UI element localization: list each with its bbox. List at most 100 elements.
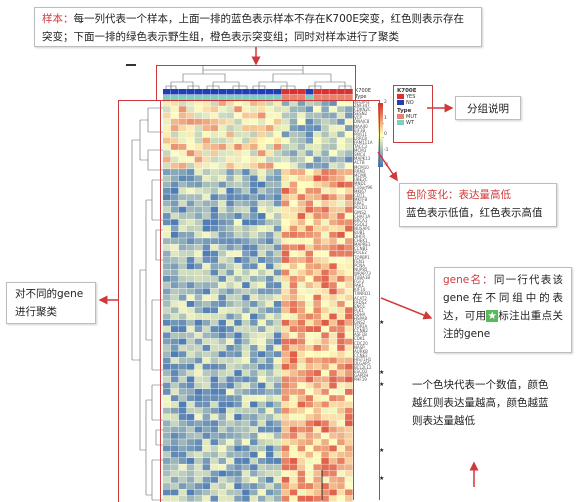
gene-label: NUSAP1 xyxy=(354,225,371,231)
heatmap-cell xyxy=(289,125,298,132)
heatmap-cell xyxy=(329,118,337,125)
heatmap-cell xyxy=(226,118,234,125)
heatmap-cell xyxy=(289,219,298,226)
heatmap-cell xyxy=(163,112,171,119)
heatmap-cell xyxy=(202,181,211,188)
heatmap-cell xyxy=(265,225,274,232)
heatmap-cell xyxy=(265,319,274,326)
heatmap-cell xyxy=(186,225,195,232)
heatmap-cell xyxy=(218,187,226,194)
heatmap-cell xyxy=(218,162,226,169)
heatmap-cell xyxy=(226,206,234,213)
heatmap-cell xyxy=(202,319,211,326)
heatmap-cell xyxy=(281,344,290,351)
heatmap-cell xyxy=(178,476,187,483)
heatmap-cell xyxy=(186,100,195,106)
heatmap-cell xyxy=(273,301,282,307)
k700e-cell xyxy=(186,89,195,95)
heatmap-cell xyxy=(297,451,306,458)
heatmap-cell xyxy=(273,382,282,389)
heatmap-cell xyxy=(178,357,187,364)
gene-label: CCNB1 xyxy=(354,246,368,252)
heatmap-cell xyxy=(210,420,219,427)
heatmap-cell xyxy=(234,137,242,144)
heatmap-cell xyxy=(194,150,203,157)
gene-label: DLGAP5 xyxy=(354,361,371,366)
k700e-cell xyxy=(313,89,322,95)
k700e-cell xyxy=(234,89,242,95)
heatmap-cell xyxy=(242,388,250,395)
heatmap-cell xyxy=(202,206,211,213)
k700e-cell xyxy=(265,89,274,95)
row-dendrogram-frame xyxy=(118,100,161,502)
gene-label: MKI67 xyxy=(354,189,367,195)
heatmap-cell xyxy=(202,156,211,163)
heatmap-cell xyxy=(258,357,266,364)
heatmap-cell xyxy=(265,464,274,471)
heatmap-cell xyxy=(242,225,250,232)
heatmap-cell xyxy=(210,162,219,169)
heatmap-cell xyxy=(273,238,282,245)
k700e-cell xyxy=(305,89,314,95)
heatmap-cell xyxy=(170,194,179,201)
heatmap-cell xyxy=(170,219,179,226)
heatmap-cell xyxy=(226,370,234,376)
type-cell xyxy=(234,95,242,101)
heatmap-cell xyxy=(186,464,195,471)
heatmap-cell xyxy=(226,483,234,490)
heatmap-cell xyxy=(345,250,353,257)
heatmap-cell xyxy=(281,206,290,213)
heatmap-cell xyxy=(305,288,314,295)
heatmap-cell xyxy=(305,131,314,138)
heatmap-cell xyxy=(234,357,242,364)
heatmap-cell xyxy=(281,269,290,276)
heatmap-cell xyxy=(297,118,306,125)
heatmap-cell xyxy=(258,125,266,132)
heatmap-cell xyxy=(210,338,219,345)
heatmap-cell xyxy=(258,257,266,263)
heatmap-cell xyxy=(194,395,203,402)
heatmap-cell xyxy=(305,382,314,389)
heatmap-cell xyxy=(289,282,298,289)
heatmap-cell xyxy=(337,150,345,157)
heatmap-cell xyxy=(210,357,219,364)
heatmap-cell xyxy=(234,407,242,414)
heatmap-cell xyxy=(329,238,337,245)
heatmap-cell xyxy=(178,451,187,458)
heatmap-cell xyxy=(178,257,187,263)
heatmap-cell xyxy=(297,269,306,276)
heatmap-cell xyxy=(258,464,266,471)
heatmap-cell xyxy=(337,351,345,358)
heatmap-cell xyxy=(242,169,250,175)
heatmap-cell xyxy=(218,106,226,113)
heatmap-cell xyxy=(297,420,306,427)
heatmap-cell xyxy=(265,376,274,383)
heatmap-cell xyxy=(186,288,195,295)
heatmap-cell xyxy=(194,370,203,376)
heatmap-cell xyxy=(218,206,226,213)
heatmap-cell xyxy=(329,432,337,439)
heatmap-cell xyxy=(163,351,171,358)
heatmap-cell xyxy=(202,100,211,106)
heatmap-cell xyxy=(170,451,179,458)
heatmap-cell xyxy=(305,219,314,226)
k700e-cell xyxy=(170,89,179,95)
star-marker-icon: ★ xyxy=(379,447,385,454)
heatmap-cell xyxy=(234,382,242,389)
heatmap-cell xyxy=(313,263,321,270)
heatmap-cell xyxy=(281,200,290,207)
heatmap-cell xyxy=(226,464,234,471)
heatmap-cell xyxy=(186,257,195,263)
heatmap-cell xyxy=(289,294,298,301)
heatmap-cell xyxy=(163,125,171,132)
heatmap-cell xyxy=(186,282,195,289)
heatmap-cell xyxy=(170,118,179,125)
heatmap-cell xyxy=(178,319,187,326)
heatmap-cell xyxy=(345,137,353,144)
heatmap-cell xyxy=(258,307,266,314)
heatmap-cell xyxy=(329,225,337,232)
heatmap-cell xyxy=(273,495,282,502)
heatmap-cell xyxy=(265,112,274,119)
heatmap-cell xyxy=(170,426,179,433)
heatmap-cell xyxy=(194,420,203,427)
